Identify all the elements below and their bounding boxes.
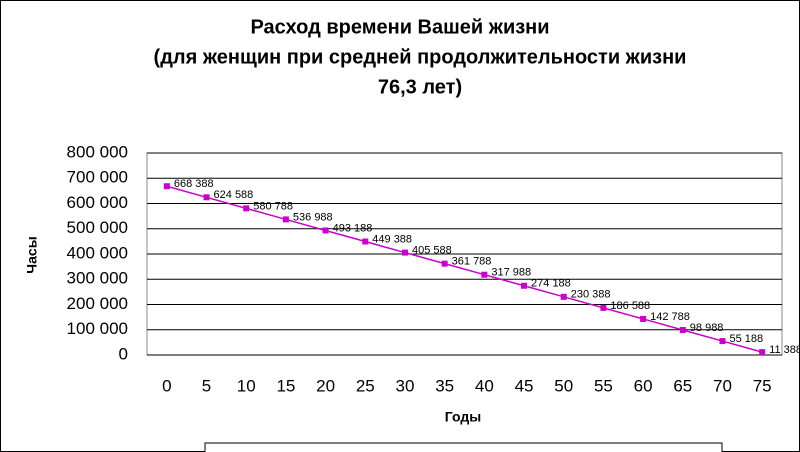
- data-label: 493 188: [333, 222, 373, 234]
- marker: [719, 338, 726, 345]
- data-label: 668 388: [174, 178, 214, 190]
- marker: [243, 205, 250, 212]
- x-tick-label: 30: [396, 376, 415, 395]
- data-label: 536 988: [293, 211, 333, 223]
- line: [166, 185, 763, 353]
- y-tick-label: 600 000: [67, 193, 128, 212]
- data-label: 186 588: [610, 300, 650, 312]
- data-label: 274 188: [531, 278, 571, 290]
- marker: [481, 271, 488, 278]
- x-tick-label: 70: [713, 376, 732, 395]
- chart-title: Расход времени Вашей жизни: [250, 16, 549, 38]
- x-tick-label: 55: [594, 376, 613, 395]
- data-label: 405 588: [412, 244, 452, 256]
- y-tick-label: 700 000: [67, 168, 128, 187]
- marker: [203, 194, 210, 201]
- marker: [600, 304, 607, 311]
- marker: [362, 238, 369, 245]
- chart-title: (для женщин при средней продолжительност…: [154, 46, 687, 68]
- y-tick-label: 200 000: [67, 294, 128, 313]
- marker: [640, 315, 647, 322]
- x-tick-label: 40: [475, 376, 494, 395]
- x-tick-label: 25: [356, 376, 375, 395]
- x-tick-label: 10: [237, 376, 256, 395]
- data-label: 317 988: [491, 267, 531, 279]
- y-tick-label: 0: [119, 344, 128, 363]
- data-label: 580 788: [253, 200, 293, 212]
- y-tick-label: 300 000: [67, 269, 128, 288]
- data-label: 11 388: [769, 344, 800, 356]
- x-tick-label: 50: [554, 376, 573, 395]
- marker: [322, 227, 329, 234]
- marker: [401, 249, 408, 256]
- x-tick-label: 0: [162, 376, 171, 395]
- marker: [163, 183, 170, 190]
- marker: [759, 349, 766, 356]
- x-tick-label: 45: [515, 376, 534, 395]
- marker: [521, 282, 528, 289]
- data-label: 624 588: [214, 189, 254, 201]
- legend-box: [204, 442, 723, 452]
- marker: [282, 216, 289, 223]
- data-label: 142 788: [650, 311, 690, 323]
- x-tick-label: 35: [435, 376, 454, 395]
- marker: [441, 260, 448, 267]
- x-axis-label: Годы: [445, 409, 481, 425]
- x-tick-label: 60: [634, 376, 653, 395]
- y-tick-label: 800 000: [67, 142, 128, 161]
- y-tick-label: 400 000: [67, 243, 128, 262]
- y-tick-label: 100 000: [67, 319, 128, 338]
- data-label: 230 388: [571, 289, 611, 301]
- x-tick-label: 5: [202, 376, 211, 395]
- x-tick-label: 65: [673, 376, 692, 395]
- marker: [679, 327, 686, 334]
- y-tick-label: 500 000: [67, 218, 128, 237]
- y-axis-label: Часы: [24, 236, 40, 273]
- x-tick-label: 15: [276, 376, 295, 395]
- x-tick-label: 75: [753, 376, 772, 395]
- data-label: 449 388: [372, 233, 412, 245]
- x-tick-label: 20: [316, 376, 335, 395]
- marker: [560, 293, 567, 300]
- data-label: 98 988: [690, 322, 724, 334]
- data-label: 361 788: [452, 256, 492, 268]
- data-label: 55 188: [729, 333, 763, 345]
- chart-title: 76,3 лет): [378, 76, 462, 98]
